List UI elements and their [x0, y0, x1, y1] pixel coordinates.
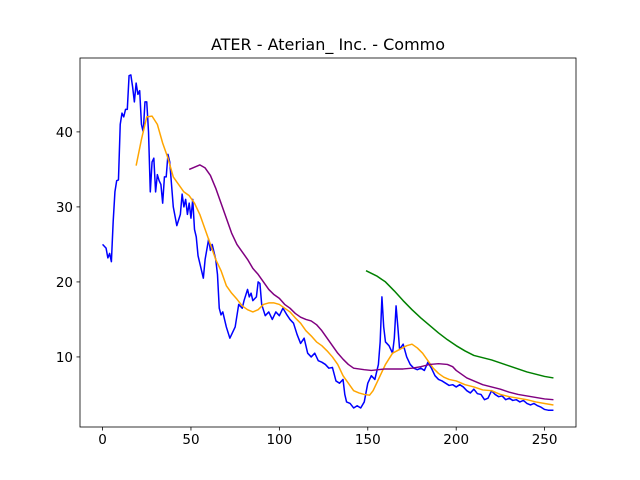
chart-title: ATER - Aterian_ Inc. - Commo	[211, 35, 445, 55]
line-series	[188, 164, 554, 401]
x-tick-label: 100	[266, 432, 292, 448]
x-tick-label: 150	[355, 432, 381, 448]
line-series	[102, 74, 554, 411]
x-tick-label: 250	[532, 432, 558, 448]
y-tick-label: 40	[56, 125, 73, 141]
x-tick-label: 200	[443, 432, 469, 448]
line-series	[135, 115, 554, 406]
y-tick-label: 10	[56, 350, 73, 366]
plot-frame	[79, 57, 577, 428]
y-tick-label: 20	[56, 275, 73, 291]
x-tick-label: 50	[182, 432, 199, 448]
y-tick-label: 30	[56, 200, 73, 216]
x-tick-label: 0	[98, 432, 107, 448]
line-series	[365, 269, 554, 379]
